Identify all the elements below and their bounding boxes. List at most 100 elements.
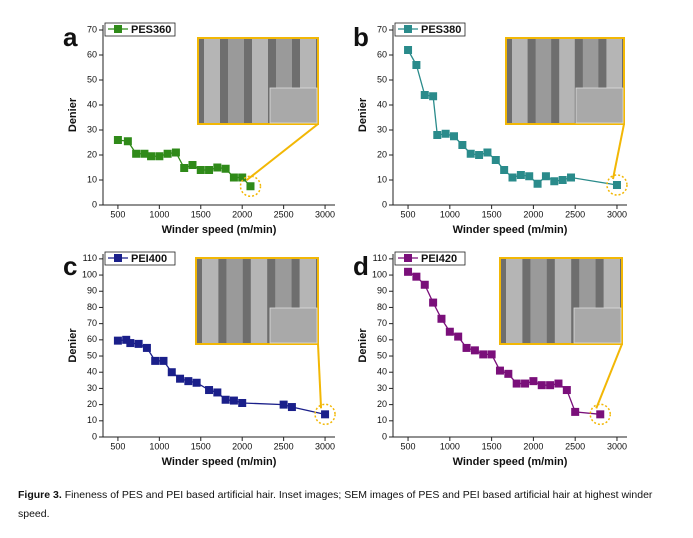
- y-tick-label: 0: [92, 431, 97, 441]
- inset-fiber: [252, 39, 268, 123]
- data-point: [238, 398, 247, 407]
- y-axis-label: Denier: [67, 328, 79, 363]
- data-point: [142, 343, 151, 352]
- data-point: [279, 400, 288, 409]
- data-point: [134, 339, 143, 348]
- callout-line: [595, 343, 623, 409]
- data-point: [132, 149, 141, 158]
- data-point: [151, 356, 160, 365]
- data-point: [420, 280, 429, 289]
- legend-marker: [404, 254, 412, 262]
- y-tick-label: 80: [87, 302, 97, 312]
- x-tick-label: 1500: [191, 441, 211, 451]
- y-tick-label: 110: [83, 253, 97, 263]
- y-tick-label: 20: [377, 149, 387, 159]
- data-point: [188, 161, 197, 169]
- data-point: [113, 136, 122, 144]
- inset-fiber: [204, 39, 220, 123]
- y-tick-label: 40: [87, 367, 97, 377]
- data-point: [221, 395, 230, 404]
- y-tick-label: 0: [92, 199, 97, 209]
- x-axis-label: Winder speed (m/min): [453, 224, 568, 236]
- data-point: [433, 131, 442, 139]
- data-point: [558, 176, 567, 184]
- inset-subimage: [573, 307, 622, 344]
- x-tick-label: 3000: [607, 209, 627, 219]
- data-point: [429, 92, 438, 101]
- data-point: [612, 181, 621, 189]
- x-axis-label: Winder speed (m/min): [162, 456, 277, 468]
- y-tick-label: 40: [377, 367, 387, 377]
- y-tick-label: 60: [87, 49, 97, 59]
- data-point: [521, 379, 530, 388]
- x-tick-label: 2500: [565, 441, 585, 451]
- data-point: [500, 166, 509, 174]
- x-tick-label: 2500: [274, 441, 294, 451]
- y-tick-label: 10: [377, 415, 387, 425]
- inset-fiber: [226, 259, 243, 343]
- callout-circle: [589, 403, 612, 426]
- data-point: [196, 166, 205, 174]
- callout-circle: [606, 174, 628, 196]
- inset-subimage: [269, 87, 318, 124]
- x-tick-label: 2000: [523, 441, 543, 451]
- data-point: [321, 410, 330, 419]
- data-point: [516, 171, 525, 179]
- caption-text: Fineness of PES and PEI based artificial…: [18, 489, 653, 520]
- data-point: [184, 377, 193, 386]
- data-point: [454, 332, 463, 341]
- data-point: [140, 149, 149, 158]
- legend-box: [104, 251, 176, 266]
- callout-circle: [239, 175, 262, 197]
- data-point: [429, 298, 438, 307]
- x-tick-label: 2000: [523, 209, 543, 219]
- data-point: [491, 156, 500, 164]
- x-tick-label: 3000: [607, 441, 627, 451]
- data-point: [487, 350, 496, 359]
- data-point: [479, 350, 488, 359]
- data-point: [229, 396, 238, 405]
- inset-fiber: [228, 39, 244, 123]
- data-point: [512, 379, 521, 388]
- data-point: [450, 132, 459, 141]
- y-axis-label: Denier: [67, 97, 79, 132]
- y-tick-label: 60: [377, 49, 387, 59]
- data-point: [155, 152, 164, 161]
- legend-label: PES380: [421, 24, 461, 36]
- data-point: [504, 369, 513, 378]
- y-tick-label: 30: [377, 124, 387, 134]
- legend-marker: [114, 254, 122, 262]
- y-tick-label: 30: [87, 124, 97, 134]
- y-tick-label: 30: [87, 383, 97, 393]
- y-tick-label: 20: [87, 149, 97, 159]
- x-axis-label: Winder speed (m/min): [162, 224, 277, 236]
- legend-label: PEI400: [131, 253, 167, 265]
- data-point: [466, 149, 475, 158]
- data-point: [525, 172, 534, 181]
- y-tick-label: 50: [87, 74, 97, 84]
- legend-marker: [404, 25, 412, 33]
- data-point: [445, 327, 454, 336]
- y-tick-label: 100: [372, 269, 387, 279]
- data-point: [287, 403, 296, 412]
- data-point: [596, 410, 605, 419]
- inset-subimage: [575, 87, 624, 124]
- data-point: [412, 61, 421, 69]
- x-tick-label: 1500: [482, 209, 502, 219]
- x-tick-label: 3000: [315, 209, 335, 219]
- data-point: [571, 407, 580, 416]
- y-tick-label: 10: [87, 174, 97, 184]
- y-tick-label: 80: [377, 302, 387, 312]
- inset-fiber: [512, 39, 528, 123]
- data-point: [122, 335, 131, 344]
- panel-letter: d: [353, 251, 369, 281]
- y-tick-label: 90: [377, 286, 387, 296]
- data-line: [407, 49, 618, 186]
- x-tick-label: 2000: [232, 441, 252, 451]
- y-tick-label: 50: [377, 74, 387, 84]
- y-tick-label: 70: [377, 318, 387, 328]
- data-point: [159, 356, 168, 365]
- data-point: [567, 173, 576, 182]
- data-point: [554, 379, 563, 388]
